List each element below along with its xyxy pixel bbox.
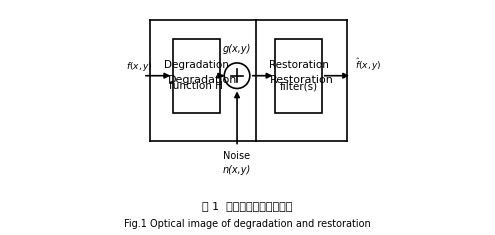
Text: Restoration: Restoration — [269, 60, 329, 70]
Text: Restoration: Restoration — [270, 75, 334, 85]
Text: function H: function H — [169, 81, 223, 91]
Text: Degradation: Degradation — [164, 60, 229, 70]
Text: $\hat{f}(x,y)$: $\hat{f}(x,y)$ — [355, 57, 382, 73]
Text: n(x,y): n(x,y) — [223, 165, 251, 175]
FancyBboxPatch shape — [275, 39, 322, 113]
Text: Degradation: Degradation — [168, 75, 238, 85]
FancyBboxPatch shape — [173, 39, 220, 113]
Text: Fig.1 Optical image of degradation and restoration: Fig.1 Optical image of degradation and r… — [124, 219, 371, 229]
Text: 图 1  图像的退化和恢夎模型: 图 1 图像的退化和恢夎模型 — [202, 201, 293, 211]
Text: g(x,y): g(x,y) — [223, 44, 251, 54]
Text: filter(s): filter(s) — [280, 81, 318, 91]
Text: Noise: Noise — [223, 151, 250, 161]
Text: $f(x,y)$: $f(x,y)$ — [126, 60, 153, 73]
